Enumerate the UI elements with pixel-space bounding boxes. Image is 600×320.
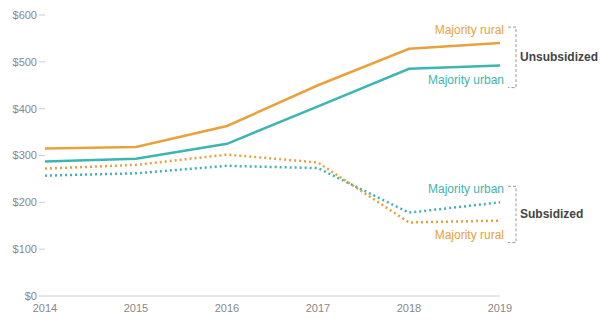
svg-text:2017: 2017 [306,302,330,314]
svg-text:2019: 2019 [488,302,512,314]
svg-text:$400: $400 [13,103,37,115]
svg-text:Subsidized: Subsidized [520,207,583,221]
svg-text:Majority rural: Majority rural [435,228,504,242]
svg-text:2014: 2014 [33,302,57,314]
svg-text:$200: $200 [13,196,37,208]
svg-text:2016: 2016 [215,302,239,314]
svg-text:$300: $300 [13,149,37,161]
svg-text:Unsubsidized: Unsubsidized [520,50,592,64]
svg-text:$600: $600 [13,9,37,21]
svg-text:2015: 2015 [124,302,148,314]
svg-text:Majority urban: Majority urban [428,73,504,87]
svg-text:$0: $0 [25,290,37,302]
svg-text:2018: 2018 [397,302,421,314]
svg-text:$500: $500 [13,56,37,68]
svg-text:$100: $100 [13,243,37,255]
svg-text:Majority rural: Majority rural [435,23,504,37]
svg-text:Majority urban: Majority urban [428,182,504,196]
